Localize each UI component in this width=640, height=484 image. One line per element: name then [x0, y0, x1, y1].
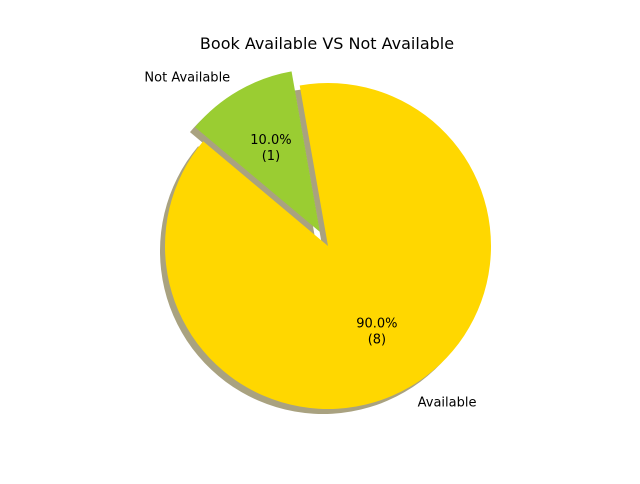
slice-available: [165, 82, 492, 409]
chart-title: Book Available VS Not Available: [200, 34, 454, 53]
slice-label-not-available: Not Available: [144, 71, 230, 86]
slice-percent-not-available: 10.0%: [250, 133, 291, 148]
slice-percent-available: 90.0%: [356, 317, 397, 332]
slice-count-not-available: (1): [262, 149, 280, 164]
slice-not-available: [194, 71, 320, 232]
slice-count-available: (8): [368, 333, 386, 348]
slices: [165, 71, 492, 409]
slice-label-available: Available: [418, 395, 477, 410]
slice-labels: Available 90.0%(8) Not Available 10.0%(1): [144, 71, 476, 411]
